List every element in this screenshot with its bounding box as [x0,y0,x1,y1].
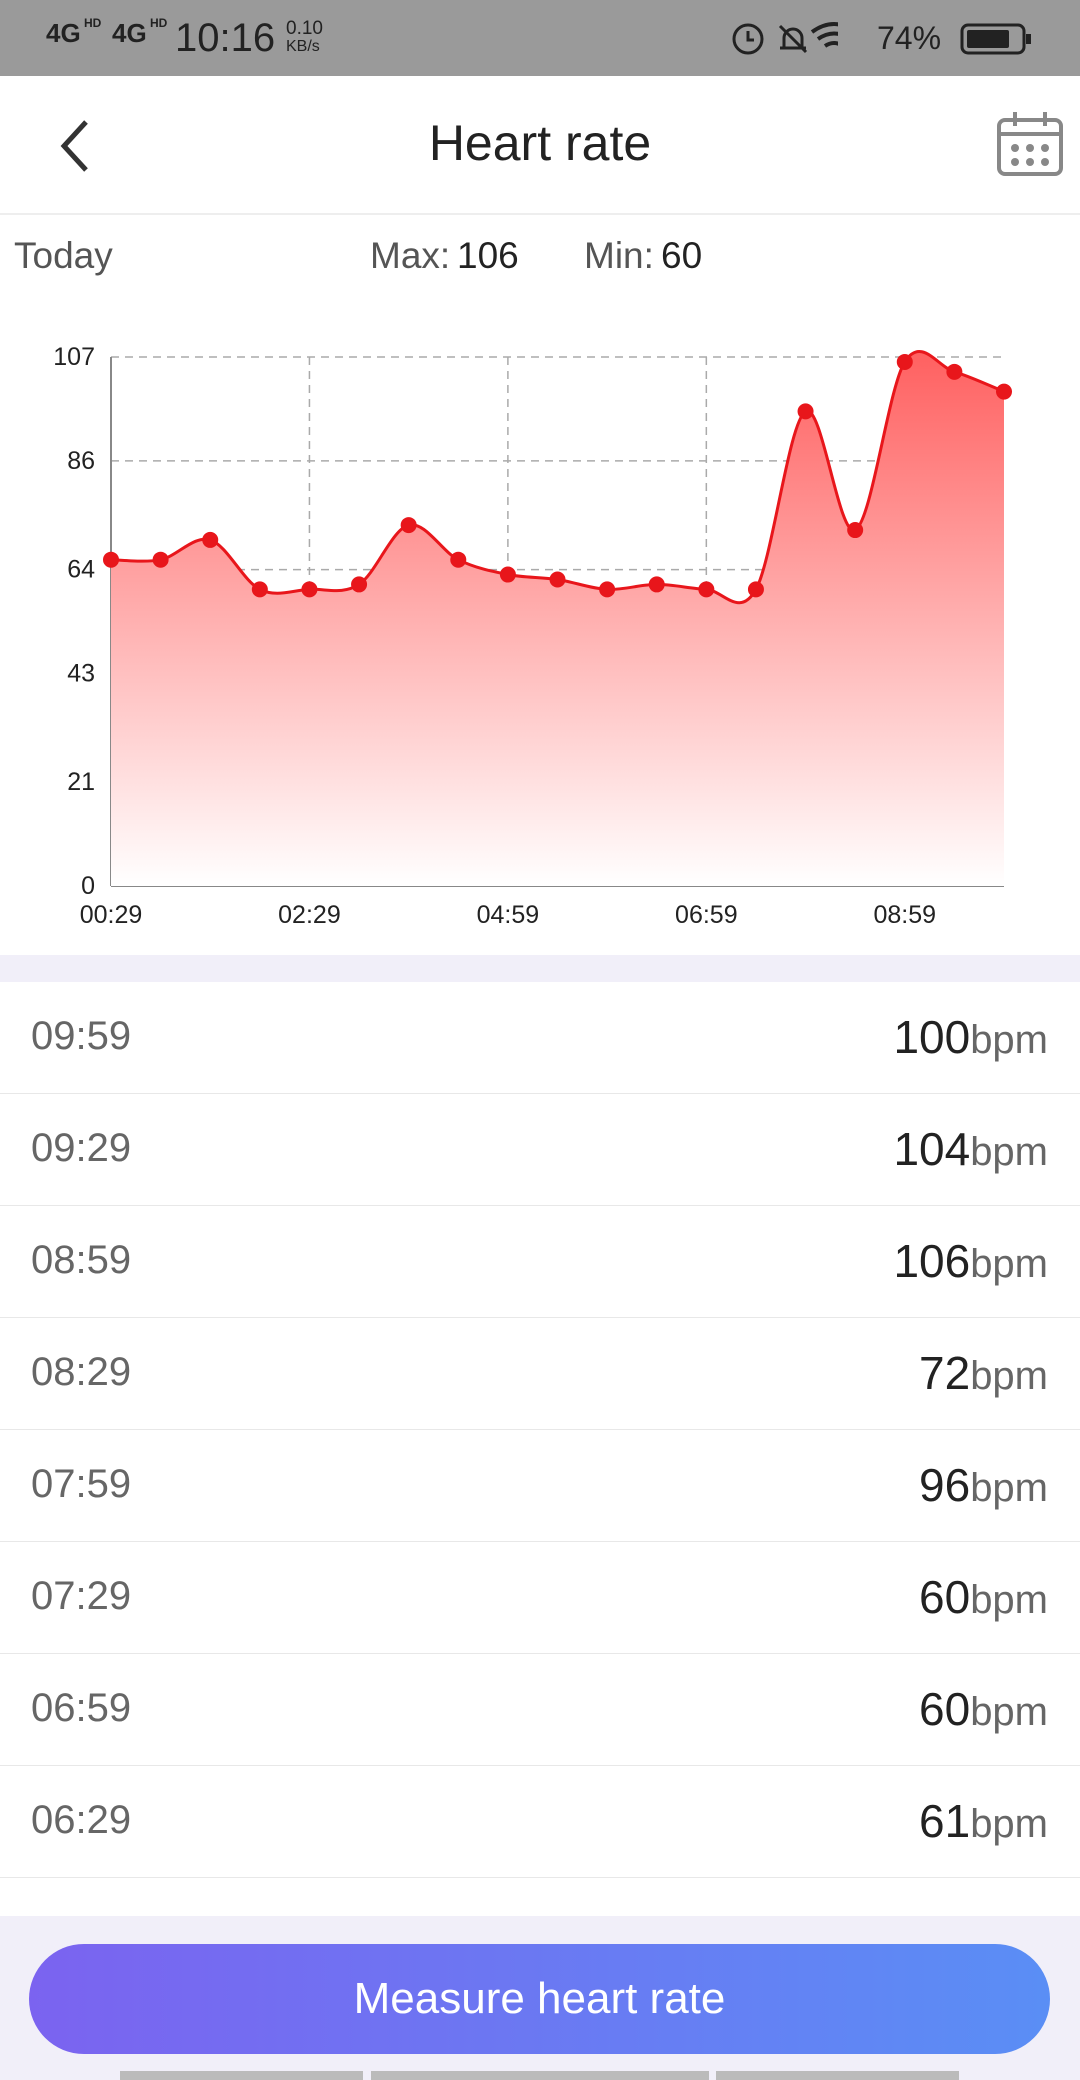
net-speed: 0.10 [286,18,323,39]
measure-button[interactable]: Measure heart rate [29,1944,1050,2054]
record-unit: bpm [970,1802,1048,1846]
net-speed-unit: KB/s [286,38,320,55]
record-unit: bpm [970,1578,1048,1622]
area-fill [111,351,1004,886]
record-row: 07:29 60bpm [0,1542,1080,1654]
y-tick-label: 86 [67,447,95,475]
point [450,551,467,568]
back-button[interactable] [50,116,100,176]
chart: 0 21 43 64 86 107 00:29 02:29 04:59 06:59 08:59 [53,343,1012,929]
max-value: 106 [457,235,519,276]
point [946,363,963,380]
record-time: 06:59 [31,1686,132,1730]
record-unit: bpm [970,1466,1048,1510]
y-tick-label: 107 [53,343,95,371]
x-tick-label: 04:59 [477,901,540,929]
record-reading: 96bpm [919,1458,1048,1512]
battery-icon [960,23,1031,55]
record-time: 09:29 [31,1126,132,1170]
point [648,576,665,593]
record-time: 07:29 [31,1574,132,1618]
network-badge: HD [150,16,168,30]
record-value: 72 [919,1347,971,1399]
record-row: 09:59 100bpm [0,982,1080,1094]
x-tick-label: 02:29 [278,901,341,929]
y-tick-label: 21 [67,768,95,796]
record-reading: 61bpm [919,1794,1048,1848]
point [251,581,268,598]
battery-level: 74% [877,20,942,56]
record-time: 09:59 [31,1014,132,1058]
point [549,571,566,588]
min-label: Min: [584,235,654,276]
nav-bar [716,2071,959,2080]
point [152,551,169,568]
record-unit: bpm [970,1130,1048,1174]
record-value: 100 [893,1011,971,1063]
nav-bar [120,2071,363,2080]
min-value: 60 [661,235,703,276]
record-row: 07:59 96bpm [0,1430,1080,1542]
point [847,522,864,539]
record-time: 06:29 [31,1798,132,1842]
record-reading: 106bpm [893,1234,1048,1288]
network: 4G [46,18,81,48]
record-value: 60 [919,1683,971,1735]
record-row: 08:29 72bpm [0,1318,1080,1430]
point [599,581,616,598]
page-title: Heart rate [428,115,652,171]
max-label: Max: [370,235,451,276]
record-unit: bpm [970,1690,1048,1734]
calendar-button[interactable] [995,110,1067,178]
point [747,581,764,598]
y-tick-label: 64 [67,556,95,584]
record-value: 61 [919,1795,971,1847]
record-reading: 60bpm [919,1570,1048,1624]
record-row: 06:59 60bpm [0,1654,1080,1766]
point [698,581,715,598]
record-unit: bpm [970,1018,1048,1062]
point [499,566,516,583]
record-row: 06:29 61bpm [0,1766,1080,1878]
x-tick-label: 00:29 [80,901,143,929]
record-time: 07:59 [31,1462,132,1506]
record-value: 104 [893,1123,971,1175]
point [896,353,913,370]
point [400,517,417,534]
network-badge: HD [84,16,102,30]
x-tick-label: 06:59 [675,901,738,929]
network: 4G [112,18,147,48]
record-reading: 100bpm [893,1010,1048,1064]
record-value: 96 [919,1459,971,1511]
record-unit: bpm [970,1242,1048,1286]
point [797,403,814,420]
y-tick-label: 43 [67,659,95,687]
nav-bar [371,2071,709,2080]
record-reading: 60bpm [919,1682,1048,1736]
point [351,576,368,593]
x-tick-label: 08:59 [873,901,936,929]
summary: Today Max: 106 Min: 60 [0,215,1080,295]
record-reading: 72bpm [919,1346,1048,1400]
record-time: 08:59 [31,1238,132,1282]
record-value: 106 [893,1235,971,1287]
record-row: 09:29 104bpm [0,1094,1080,1206]
status-icons [732,22,838,55]
separator [0,955,1080,982]
record-reading: 104bpm [893,1122,1048,1176]
record-row: 08:59 106bpm [0,1206,1080,1318]
period: Today [14,235,113,276]
record-value: 60 [919,1571,971,1623]
point [996,383,1012,400]
record-unit: bpm [970,1354,1048,1398]
y-tick-label: 0 [81,872,95,900]
point [103,551,119,568]
point [301,581,318,598]
point [202,531,219,548]
status-bar: 4G HD 4G HD 10:16 0.10 KB/s 74% [0,0,1080,76]
clock: 10:16 [175,16,276,60]
record-time: 08:29 [31,1350,132,1394]
header: Heart rate [0,76,1080,215]
